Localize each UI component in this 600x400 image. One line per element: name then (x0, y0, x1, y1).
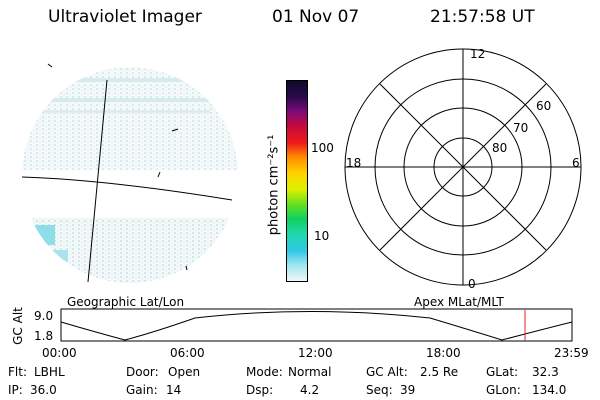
colorbar (286, 80, 308, 282)
apex-caption: Apex MLat/MLT (414, 295, 504, 309)
alt-tick-1-8: 1.8 (34, 329, 54, 343)
lat-label-70: 70 (513, 121, 529, 135)
geographic-caption: Geographic Lat/Lon (67, 295, 185, 309)
alt-xtick-1: 06:00 (170, 346, 205, 360)
colorbar-tick-10: 10 (314, 229, 330, 243)
seq-key: Seq: (366, 383, 393, 397)
glat-key: GLat: (486, 365, 519, 379)
alt-ylabel: GC Alt (11, 307, 25, 345)
alt-tick-9: 9.0 (34, 309, 54, 323)
date-label: 01 Nov 07 (272, 7, 360, 27)
mlt-label-12: 12 (470, 47, 486, 61)
gc-alt-value: 2.5 Re (420, 365, 459, 379)
gc-alt-key: GC Alt: (366, 365, 408, 379)
lat-label-60: 60 (536, 99, 552, 113)
colorbar-tick-100: 100 (311, 141, 334, 155)
dsp-value: 4.2 (300, 383, 320, 397)
door-key: Door: (126, 365, 159, 379)
glat-value: 32.3 (532, 365, 559, 379)
time-label: 21:57:58 UT (430, 7, 535, 27)
mode-value: Normal (288, 365, 332, 379)
alt-xtick-0: 00:00 (42, 346, 77, 360)
mode-key: Mode: (246, 365, 283, 379)
lat-label-80: 80 (492, 141, 508, 155)
door-value: Open (168, 365, 201, 379)
flt-value: LBHL (34, 365, 65, 379)
glon-value: 134.0 (532, 383, 567, 397)
seq-value: 39 (400, 383, 416, 397)
mlt-label-6: 6 (572, 156, 580, 170)
alt-xtick-2: 12:00 (298, 346, 333, 360)
instrument-title: Ultraviolet Imager (48, 7, 202, 27)
mlt-label-0: 0 (468, 277, 476, 291)
dsp-key: Dsp: (246, 383, 274, 397)
glon-key: GLon: (486, 383, 521, 397)
flt-key: Flt: (8, 365, 27, 379)
alt-xtick-3: 18:00 (426, 346, 461, 360)
gain-value: 14 (166, 383, 182, 397)
alt-xtick-4: 23:59 (554, 346, 589, 360)
gain-key: Gain: (126, 383, 158, 397)
ip-key: IP: (8, 383, 23, 397)
ip-value: 36.0 (30, 383, 57, 397)
mlt-label-18: 18 (346, 156, 362, 170)
